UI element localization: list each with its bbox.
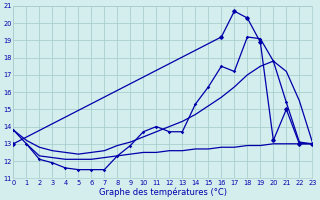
X-axis label: Graphe des températures (°C): Graphe des températures (°C) [99, 187, 227, 197]
